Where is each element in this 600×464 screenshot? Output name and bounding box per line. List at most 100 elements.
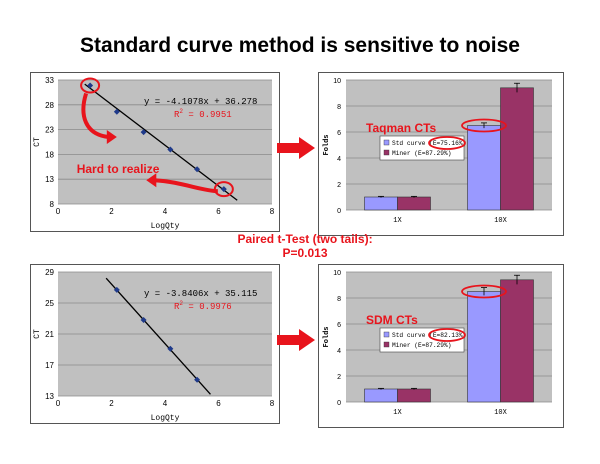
y-tick-label: 25 [45,299,54,308]
y-tick-label: 13 [45,392,54,401]
x-tick-label: 0 [56,207,61,216]
y-axis-label: Folds [323,326,331,347]
highlight-ellipse [80,77,101,94]
y-tick-label: 18 [45,150,54,159]
annotation-label: Hard to realize [77,162,160,176]
x-tick-label: 0 [56,399,61,408]
data-point [220,186,227,193]
y-tick-label: 23 [45,126,54,135]
data-point [167,146,174,153]
y-tick-label: 0 [337,208,341,215]
x-tick-label: 1X [393,409,402,417]
x-tick-label: 8 [270,207,275,216]
x-tick-label: 6 [216,207,221,216]
legend-box [379,327,465,353]
y-tick-label: 8 [50,200,55,209]
data-point [87,82,94,89]
y-tick-label: 29 [45,268,54,277]
x-tick-label: 10X [494,409,507,417]
x-tick-label: 2 [109,207,114,216]
highlight-ellipse [461,118,507,133]
y-tick-label: 4 [337,348,341,355]
bar [467,125,501,211]
x-tick-label: 1X [393,217,402,225]
data-point [113,108,120,115]
highlight-ellipse [461,284,507,299]
r-squared-label: R2 = 0.9976 [174,300,232,312]
x-tick-label: 6 [216,399,221,408]
bar [500,87,534,211]
scatter-bottom-panel: 13 17 21 25 29 0 2 4 6 8 LogQty CT y = -3.8406x + 35… [30,264,280,424]
bar [364,388,398,403]
x-tick-label: 2 [109,399,114,408]
scatter-top-panel: 8 13 18 23 28 33 0 2 4 6 8 LogQty CT y = -4.1078x + 3… [30,72,280,232]
y-tick-label: 10 [333,270,341,277]
annotation-label: SDM CTs [366,313,418,327]
data-point [140,317,147,324]
curved-arrow [154,178,218,194]
bar [364,196,398,211]
legend-label: Miner (E=87.29%) [392,342,451,349]
y-tick-label: 8 [337,296,341,303]
t-test-line2: P=0.013 [282,246,328,260]
legend-swatch [383,149,390,156]
y-tick-label: 4 [337,156,341,163]
r-squared-label: R2 = 0.9951 [174,108,232,120]
curved-arrow-head [146,173,157,188]
fit-equation: y = -4.1078x + 36.278 [144,97,257,107]
y-tick-label: 33 [45,76,54,85]
curved-arrow [81,92,110,140]
legend-swatch [383,331,390,338]
x-tick-label: 4 [163,399,168,408]
data-point [194,376,201,383]
y-tick-label: 17 [45,361,54,370]
scatter-top-chart: 8 13 18 23 28 33 0 2 4 6 8 LogQty CT y = -4.1078x + 3… [30,72,280,232]
slide-title: Standard curve method is sensitive to no… [80,34,520,57]
data-point [167,345,174,352]
x-tick-label: 10X [494,217,507,225]
legend-swatch [383,139,390,146]
y-axis-label: CT [33,329,42,339]
plot-area [58,80,272,204]
highlight-ellipse [428,328,466,342]
x-tick-label: 4 [163,207,168,216]
legend-swatch [383,341,390,348]
bar [500,279,534,403]
highlight-ellipse [428,136,466,150]
x-tick-label: 8 [270,399,275,408]
y-tick-label: 28 [45,101,54,110]
bars-bottom-panel: 0 2 4 6 8 10 Folds 1X 10X Std curve (E=82.13%) Min… [318,264,564,428]
y-tick-label: 10 [333,78,341,85]
legend-box [379,135,465,161]
y-tick-label: 21 [45,330,54,339]
bar [397,196,431,211]
t-test-note: Paired t-Test (two tails): P=0.013 [200,232,410,260]
legend-label: Miner (E=87.29%) [392,150,451,157]
y-axis-label: CT [33,137,42,147]
right-arrow-top-icon [277,137,315,159]
bars-top-panel: 0 2 4 6 8 10 Folds 1X 10X Std curve (E=75.16%) Min… [318,72,564,236]
y-axis-label: Folds [323,134,331,155]
data-point [113,286,120,293]
t-test-line1: Paired t-Test (two tails): [237,232,373,246]
y-tick-label: 2 [337,374,341,381]
bar [397,388,431,403]
regression-line [105,277,211,395]
curved-arrow-head [106,130,117,145]
x-axis-label: LogQty [151,222,180,231]
x-axis-label: LogQty [151,414,180,423]
data-point [194,166,201,173]
y-tick-label: 13 [45,175,54,184]
right-arrow-bottom-icon [277,329,315,351]
bar [467,291,501,403]
scatter-bottom-chart: 13 17 21 25 29 0 2 4 6 8 LogQty CT y = -3.8406x + 35… [30,264,280,424]
y-tick-label: 8 [337,104,341,111]
y-tick-label: 6 [337,322,341,329]
y-tick-label: 2 [337,182,341,189]
y-tick-label: 6 [337,130,341,137]
fit-equation: y = -3.8406x + 35.115 [144,289,257,299]
data-point [140,129,147,136]
regression-line [84,83,238,201]
